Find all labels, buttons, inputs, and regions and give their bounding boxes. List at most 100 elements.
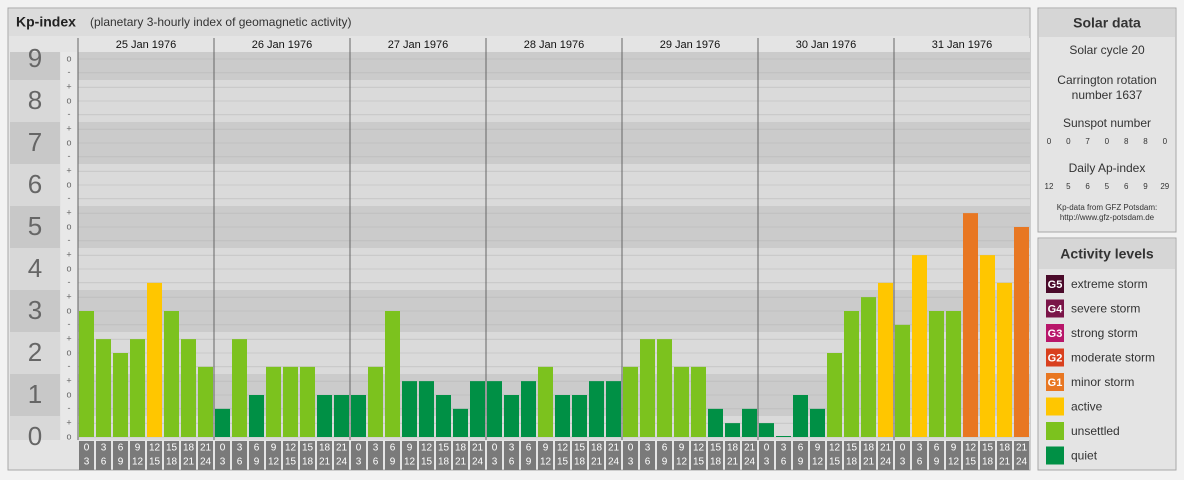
hour-start: 3 [101,443,107,454]
bar [453,408,468,437]
sunspot-number: 0 [1163,137,1168,146]
bar [997,282,1012,437]
legend-swatch [1046,373,1064,391]
y-tick-label: 8 [28,85,42,115]
hour-start: 9 [543,443,549,454]
bar [266,366,281,437]
hour-end: 18 [982,457,994,468]
hour-start: 0 [356,443,362,454]
minor-tick-label: o [66,95,71,105]
hour-box [861,441,876,470]
legend-label: extreme storm [1071,277,1148,291]
bar [96,339,111,437]
hour-start: 18 [183,443,195,454]
bar [759,423,774,437]
legend-badge: G5 [1048,279,1063,291]
hour-start: 9 [135,443,141,454]
hour-end: 12 [404,457,416,468]
hour-end: 15 [421,457,433,468]
hour-end: 21 [591,457,603,468]
y-band [10,332,60,374]
hour-end: 9 [934,457,940,468]
hour-box [878,441,893,470]
y-band [10,52,60,80]
hour-start: 6 [934,443,940,454]
hour-end: 18 [846,457,858,468]
y-band [10,122,60,164]
hour-start: 15 [710,443,722,454]
ap-value: 5 [1066,182,1071,191]
bar [232,339,247,437]
hour-start: 6 [798,443,804,454]
hour-end: 15 [285,457,297,468]
minor-tick-label: + [66,124,71,134]
hour-start: 3 [645,443,651,454]
hour-end: 3 [764,457,770,468]
minor-tick-label: o [66,431,71,441]
sunspot-number: 0 [1047,137,1052,146]
hour-box [606,441,621,470]
minor-tick-label: + [66,418,71,428]
bar [963,213,978,437]
chart-subtitle: (planetary 3-hourly index of geomagnetic… [90,15,351,29]
hour-start: 3 [781,443,787,454]
bar [385,311,400,437]
legend-swatch [1046,299,1064,318]
hour-end: 12 [132,457,144,468]
y-tick-label: 9 [28,43,42,73]
hour-start: 0 [492,443,498,454]
solar-cycle: Solar cycle 20 [1069,43,1145,57]
solar-title: Solar data [1073,15,1141,31]
hour-end: 6 [101,457,107,468]
minor-tick-label: o [66,137,71,147]
hour-box [96,441,111,470]
chart-title: Kp-index [16,14,76,30]
hour-box [946,441,961,470]
day-label: 27 Jan 1976 [388,39,449,51]
bar [521,381,536,437]
minor-tick-label: o [66,179,71,189]
minor-tick-label: + [66,292,71,302]
hour-end: 21 [863,457,875,468]
y-band [10,80,60,122]
hour-box [980,441,995,470]
bar [640,339,655,437]
hour-end: 24 [1016,457,1028,468]
legend-swatch [1046,324,1064,342]
hour-end: 18 [710,457,722,468]
minor-tick-label: - [68,403,71,413]
hour-box [317,441,332,470]
hour-end: 3 [220,457,226,468]
hour-box [589,441,604,470]
hour-start: 15 [166,443,178,454]
minor-tick-label: o [66,347,71,357]
bar [487,381,502,437]
minor-tick-label: - [68,361,71,371]
hour-start: 18 [863,443,875,454]
bar [861,297,876,437]
bar [436,395,451,437]
hour-box [997,441,1012,470]
hour-start: 21 [1016,443,1028,454]
legend-swatch [1046,446,1064,465]
hour-end: 24 [608,457,620,468]
hour-box [895,441,910,470]
hour-box [351,441,366,470]
ap-value: 29 [1160,182,1169,191]
minor-tick-label: - [68,319,71,329]
bar [317,395,332,437]
minor-tick-label: o [66,389,71,399]
sunspot-number: 0 [1105,137,1110,146]
bar [79,311,94,437]
day-label: 30 Jan 1976 [796,39,857,51]
bar [827,353,842,437]
hour-box [963,441,978,470]
hour-start: 3 [509,443,515,454]
legend-badge: G4 [1048,303,1064,315]
y-tick-label: 3 [28,295,42,325]
minor-tick-label: o [66,221,71,231]
y-tick-label: 0 [28,421,42,451]
hour-start: 9 [407,443,413,454]
hour-end: 15 [965,457,977,468]
